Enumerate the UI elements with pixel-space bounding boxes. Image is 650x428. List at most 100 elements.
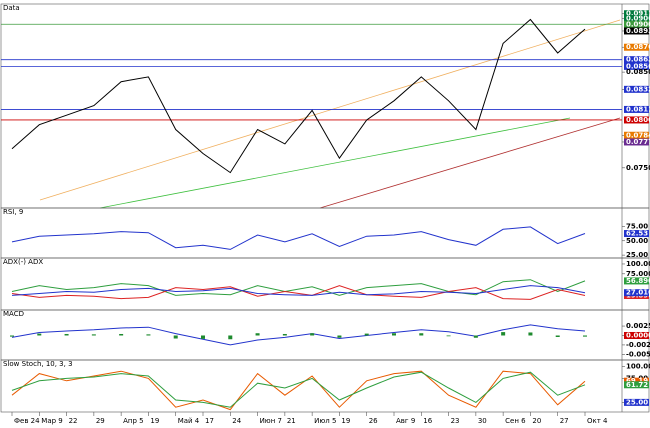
tick-box (624, 56, 649, 64)
y-tick-label: 0.0911 (626, 10, 650, 18)
histogram-bar (255, 333, 260, 336)
histogram-bar (282, 333, 287, 336)
trend-line (39, 19, 621, 201)
y-tick-label: 0.0811 (626, 105, 650, 113)
y-tick-label: 50.00 (626, 237, 648, 245)
series-line (11, 285, 586, 296)
tick-box (624, 20, 649, 28)
x-tick-label: Июн 7 (260, 417, 282, 425)
x-tick-label: 16 (423, 417, 432, 425)
histogram-bar (473, 335, 478, 338)
x-tick-label: 20 (532, 417, 541, 425)
x-tick-label: 19 (341, 417, 350, 425)
tick-box (624, 62, 649, 70)
x-tick-label: Сен 6 (505, 417, 526, 425)
histogram-bar (555, 335, 560, 337)
tick-box (624, 10, 649, 18)
tick-box (624, 116, 649, 124)
tick-box (624, 131, 649, 139)
y-tick-label: 0.0750 (626, 164, 650, 172)
y-tick-label: 0.0784 (626, 131, 650, 139)
last-value-box (624, 377, 649, 385)
last-value-box (624, 289, 649, 297)
y-tick-label: 0.0876 (626, 43, 650, 51)
last-value-box (624, 230, 649, 238)
series-line (11, 285, 586, 300)
histogram-bar (419, 333, 424, 336)
histogram-bar (583, 335, 587, 337)
x-tick-label: Июл 5 (314, 417, 336, 425)
histogram-bar (10, 335, 14, 337)
x-tick-label: Май 4 (178, 417, 200, 425)
x-tick-label: 27 (560, 417, 569, 425)
last-value-label: 61.72 (626, 381, 648, 389)
x-tick-label: Окт 4 (587, 417, 608, 425)
y-tick-label: 0.0893 (626, 27, 650, 35)
last-value-box (624, 277, 649, 285)
y-tick-label: 25.00 (626, 398, 648, 406)
tick-box (624, 105, 649, 113)
x-tick-label: Авг 9 (396, 417, 415, 425)
series-line (11, 324, 586, 346)
histogram-bar (337, 335, 342, 338)
panel-title: MACD (3, 310, 24, 318)
histogram-bar (501, 332, 506, 336)
y-tick-label: 100.00 (626, 362, 650, 370)
series-line (11, 226, 586, 250)
histogram-bar (446, 335, 451, 337)
histogram-bar (37, 333, 42, 336)
histogram-bar (392, 333, 396, 336)
x-tick-label: 26 (369, 417, 378, 425)
last-value-label: 27.0100 (626, 289, 650, 297)
series-line (11, 18, 586, 174)
panel-title: ADX(-) ADX (3, 258, 43, 266)
tick-box (624, 15, 649, 23)
y-tick-label: 0.0777 (626, 138, 650, 146)
last-value-label: 56.8900 (626, 277, 650, 285)
y-tick-label: 75.00 (626, 222, 648, 230)
histogram-bar (364, 333, 369, 336)
last-value-box (624, 381, 649, 389)
y-tick-label: 0.0000 (626, 331, 650, 339)
histogram-bar (91, 334, 96, 336)
histogram-bar (310, 333, 315, 336)
y-tick-label: 0.0906 (626, 15, 650, 23)
x-tick-label: 19 (150, 417, 159, 425)
y-tick-label: 0.0832 (626, 85, 650, 93)
x-tick-label: 29 (96, 417, 105, 425)
y-tick-label: 100.0000 (626, 260, 650, 268)
histogram-bar (528, 332, 533, 336)
y-tick-label: 25.00 (626, 251, 648, 259)
x-tick-label: 30 (478, 417, 487, 425)
y-tick-label: 0.0863 (626, 56, 650, 64)
x-tick-label: 23 (451, 417, 460, 425)
x-tick-label: Апр 5 (123, 417, 143, 425)
x-tick-label: 22 (69, 417, 78, 425)
panel-title: Data (3, 4, 20, 12)
y-tick-label: 0.0856 (626, 62, 650, 70)
series-line (11, 371, 586, 408)
series-line (11, 279, 586, 296)
trend-line (319, 117, 621, 209)
panel-title: Slow Stoch, 10, 3, 3 (3, 360, 73, 368)
histogram-bar (228, 335, 233, 340)
histogram-bar (119, 333, 124, 336)
histogram-bar (64, 333, 69, 336)
x-tick-label: Фев 24 (14, 417, 40, 425)
histogram-bar (173, 335, 178, 339)
x-tick-label: 21 (287, 417, 296, 425)
tick-box (624, 85, 649, 93)
trend-line (99, 117, 571, 209)
x-tick-label: 17 (205, 417, 214, 425)
y-tick-label: 75.0000 (626, 270, 650, 278)
last-value-label: 69.19 (626, 377, 648, 385)
histogram-bar (201, 335, 205, 339)
